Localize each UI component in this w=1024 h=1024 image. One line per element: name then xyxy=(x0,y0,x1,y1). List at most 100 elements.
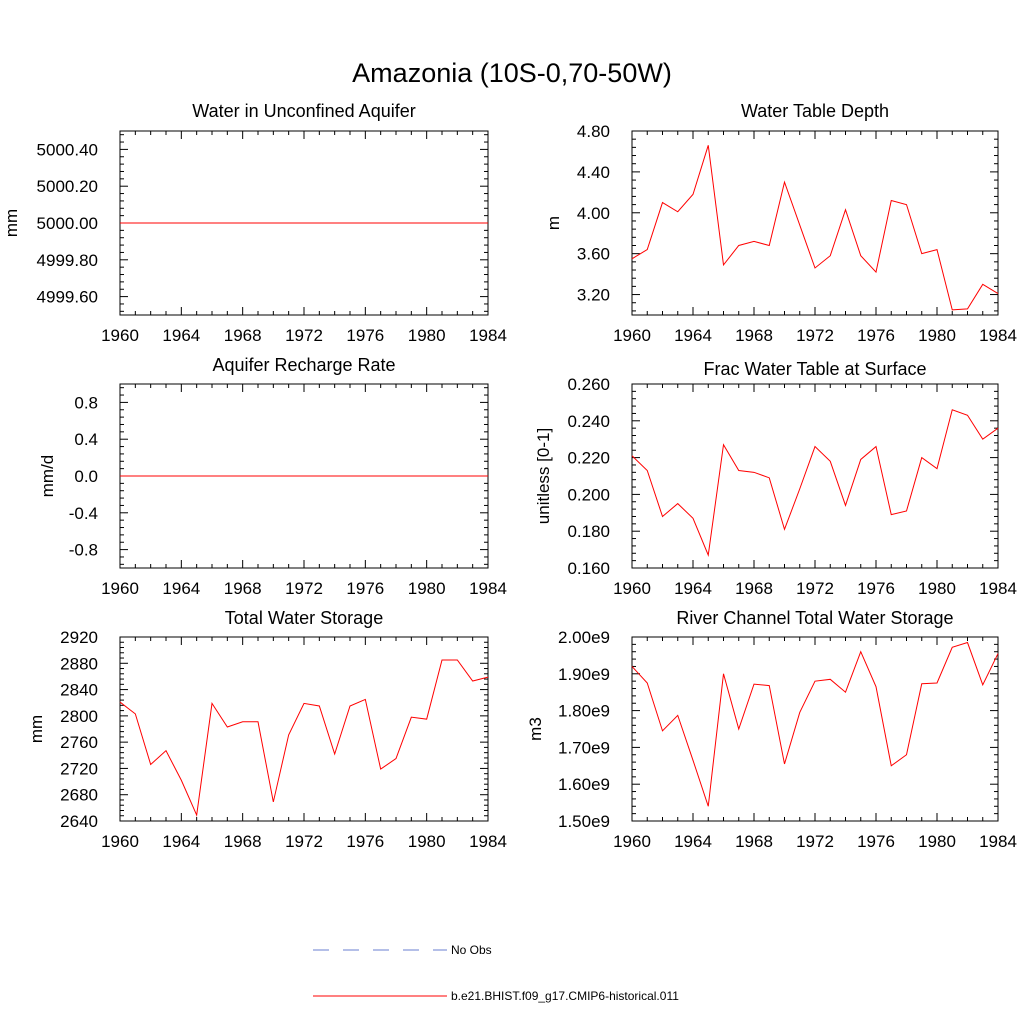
x-tick-label: 1960 xyxy=(613,579,651,598)
x-tick-label: 1972 xyxy=(285,579,323,598)
x-tick-label: 1980 xyxy=(408,326,446,345)
plot-frame xyxy=(119,636,489,822)
x-tick-label: 1976 xyxy=(857,579,895,598)
y-tick-label: 0.160 xyxy=(567,559,610,578)
x-tick-label: 1976 xyxy=(857,832,895,851)
panel-title: Total Water Storage xyxy=(225,608,383,628)
x-tick-label: 1964 xyxy=(674,326,712,345)
y-tick-label: 0.260 xyxy=(567,375,610,394)
x-tick-label: 1976 xyxy=(346,832,384,851)
y-tick-label: 0.180 xyxy=(567,522,610,541)
y-tick-label: 0.240 xyxy=(567,412,610,431)
y-tick-label: 4.80 xyxy=(577,122,610,141)
y-tick-label: 2880 xyxy=(60,654,98,673)
x-tick-label: 1960 xyxy=(101,579,139,598)
x-tick-label: 1980 xyxy=(918,326,956,345)
x-tick-label: 1972 xyxy=(796,579,834,598)
y-tick-label: 5000.00 xyxy=(37,214,98,233)
y-tick-label: 2760 xyxy=(60,733,98,752)
plot-frame xyxy=(631,636,999,822)
x-tick-label: 1984 xyxy=(469,326,507,345)
y-tick-label: 4999.60 xyxy=(37,288,98,307)
y-axis-label: mm xyxy=(27,715,46,743)
x-tick-label: 1968 xyxy=(224,832,262,851)
y-tick-label: 0.4 xyxy=(74,430,98,449)
y-axis-label: mm/d xyxy=(38,455,57,498)
y-tick-label: 5000.20 xyxy=(37,177,98,196)
panel-4: Frac Water Table at Surface unitless [0-1… xyxy=(534,359,1017,598)
x-tick-label: 1972 xyxy=(796,832,834,851)
x-tick-label: 1980 xyxy=(918,579,956,598)
x-tick-label: 1980 xyxy=(408,579,446,598)
legend-obs-label: No Obs xyxy=(451,943,492,957)
y-tick-label: 1.50e9 xyxy=(558,812,610,831)
y-tick-label: 1.60e9 xyxy=(558,775,610,794)
x-tick-label: 1972 xyxy=(285,832,323,851)
panel-title: Frac Water Table at Surface xyxy=(703,359,926,379)
x-tick-label: 1980 xyxy=(918,832,956,851)
x-tick-label: 1972 xyxy=(796,326,834,345)
plot-frame xyxy=(631,130,999,316)
panel-title: Aquifer Recharge Rate xyxy=(212,355,395,375)
y-axis-label: unitless [0-1] xyxy=(534,428,553,524)
x-tick-label: 1964 xyxy=(674,832,712,851)
panel-5: Total Water Storage mm 1960 1964 1968 1972 197… xyxy=(27,608,507,851)
series-line xyxy=(631,409,999,558)
x-tick-label: 1984 xyxy=(469,579,507,598)
series-line xyxy=(631,641,999,807)
x-tick-label: 1964 xyxy=(162,832,200,851)
y-tick-label: 1.70e9 xyxy=(558,738,610,757)
y-tick-label: -0.8 xyxy=(69,541,98,560)
x-tick-label: 1980 xyxy=(408,832,446,851)
y-tick-label: 2680 xyxy=(60,786,98,805)
x-tick-label: 1976 xyxy=(346,579,384,598)
panel-title: Water Table Depth xyxy=(741,101,889,121)
y-tick-label: 1.90e9 xyxy=(558,665,610,684)
legend-model-label: b.e21.BHIST.f09_g17.CMIP6-historical.011 xyxy=(451,989,679,1003)
x-tick-label: 1976 xyxy=(346,326,384,345)
x-tick-label: 1968 xyxy=(735,326,773,345)
x-tick-label: 1964 xyxy=(162,579,200,598)
panel-title: Water in Unconfined Aquifer xyxy=(192,101,415,121)
legend: No Obs b.e21.BHIST.f09_g17.CMIP6-histori… xyxy=(313,943,679,1003)
y-tick-label: 2720 xyxy=(60,759,98,778)
x-tick-label: 1984 xyxy=(469,832,507,851)
x-tick-label: 1960 xyxy=(613,832,651,851)
panel-1: Water in Unconfined Aquifer mm 1960 1964 196… xyxy=(2,101,507,345)
y-tick-label: 4999.80 xyxy=(37,251,98,270)
x-tick-label: 1968 xyxy=(224,579,262,598)
panel-2: Water Table Depth m 1960 1964 1968 1972 1976 19… xyxy=(544,101,1017,345)
x-tick-label: 1964 xyxy=(674,579,712,598)
y-axis-label: m3 xyxy=(526,717,545,741)
series-line xyxy=(631,145,999,311)
y-axis-label: m xyxy=(544,216,563,230)
x-tick-label: 1984 xyxy=(979,326,1017,345)
x-tick-label: 1968 xyxy=(735,579,773,598)
x-tick-label: 1984 xyxy=(979,579,1017,598)
series-line xyxy=(119,659,489,817)
figure-title: Amazonia (10S-0,70-50W) xyxy=(352,58,672,88)
y-tick-label: 0.200 xyxy=(567,485,610,504)
plot-frame xyxy=(631,383,999,569)
y-tick-label: 0.8 xyxy=(74,393,98,412)
y-tick-label: 3.60 xyxy=(577,245,610,264)
panels: Water in Unconfined Aquifer mm 1960 1964 196… xyxy=(2,101,1017,851)
x-tick-label: 1964 xyxy=(162,326,200,345)
x-tick-label: 1972 xyxy=(285,326,323,345)
y-tick-label: 3.20 xyxy=(577,286,610,305)
y-tick-label: 2840 xyxy=(60,681,98,700)
y-tick-label: 4.40 xyxy=(577,163,610,182)
y-tick-label: 1.80e9 xyxy=(558,702,610,721)
x-tick-label: 1984 xyxy=(979,832,1017,851)
x-tick-label: 1976 xyxy=(857,326,895,345)
x-tick-label: 1960 xyxy=(613,326,651,345)
y-tick-label: 0.0 xyxy=(74,467,98,486)
panel-title: River Channel Total Water Storage xyxy=(676,608,953,628)
y-tick-label: 2640 xyxy=(60,812,98,831)
panel-3: Aquifer Recharge Rate mm/d 1960 1964 1968 197… xyxy=(38,355,507,598)
y-tick-label: 5000.40 xyxy=(37,140,98,159)
y-axis-label: mm xyxy=(2,209,21,237)
y-tick-label: 2.00e9 xyxy=(558,628,610,647)
